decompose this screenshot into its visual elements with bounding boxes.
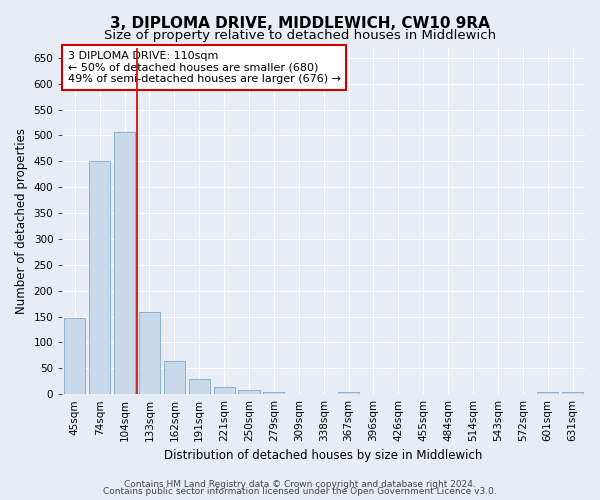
Text: 3, DIPLOMA DRIVE, MIDDLEWICH, CW10 9RA: 3, DIPLOMA DRIVE, MIDDLEWICH, CW10 9RA — [110, 16, 490, 31]
Bar — [64, 318, 85, 394]
Bar — [238, 390, 260, 394]
Bar — [562, 392, 583, 394]
Bar — [338, 392, 359, 394]
Bar — [139, 312, 160, 394]
Text: Size of property relative to detached houses in Middlewich: Size of property relative to detached ho… — [104, 29, 496, 42]
Bar — [114, 132, 135, 394]
Bar — [164, 360, 185, 394]
Bar — [537, 392, 558, 394]
X-axis label: Distribution of detached houses by size in Middlewich: Distribution of detached houses by size … — [164, 450, 483, 462]
Bar — [89, 162, 110, 394]
Bar — [214, 388, 235, 394]
Bar — [188, 378, 210, 394]
Bar — [263, 392, 284, 394]
Text: Contains HM Land Registry data © Crown copyright and database right 2024.: Contains HM Land Registry data © Crown c… — [124, 480, 476, 489]
Text: 3 DIPLOMA DRIVE: 110sqm
← 50% of detached houses are smaller (680)
49% of semi-d: 3 DIPLOMA DRIVE: 110sqm ← 50% of detache… — [68, 51, 341, 84]
Text: Contains public sector information licensed under the Open Government Licence v3: Contains public sector information licen… — [103, 487, 497, 496]
Y-axis label: Number of detached properties: Number of detached properties — [15, 128, 28, 314]
